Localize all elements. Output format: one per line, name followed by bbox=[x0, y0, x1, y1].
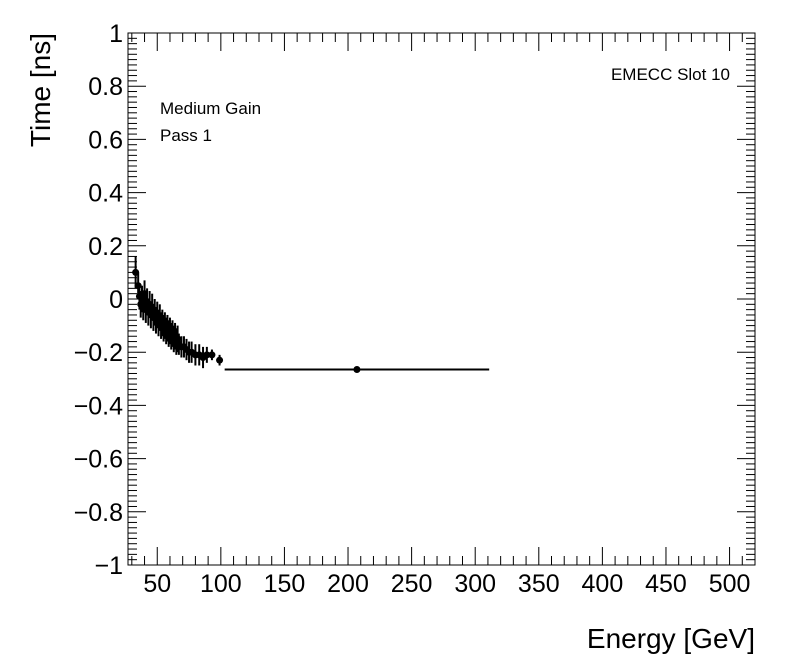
data-point bbox=[208, 349, 216, 361]
x-tick-label: 300 bbox=[454, 570, 496, 598]
y-tick-label: −0.2 bbox=[74, 339, 123, 367]
data-marker bbox=[216, 356, 224, 364]
x-tick-label: 150 bbox=[264, 570, 306, 598]
y-tick-label: 0 bbox=[109, 286, 123, 314]
x-tick-label: 250 bbox=[391, 570, 433, 598]
x-tick-label: 400 bbox=[582, 570, 624, 598]
x-tick-label: 500 bbox=[709, 570, 751, 598]
data-marker bbox=[134, 282, 142, 290]
data-point bbox=[216, 354, 224, 366]
x-tick-label: 50 bbox=[143, 570, 171, 598]
data-series bbox=[132, 256, 490, 373]
x-axis-title: Energy [GeV] bbox=[587, 623, 755, 654]
data-marker bbox=[208, 351, 216, 359]
annotation-pass: Pass 1 bbox=[160, 126, 212, 145]
y-tick-labels: −1 −0.8 −0.6 −0.4 −0.2 0 0.2 0.4 0.6 0.8 1 bbox=[74, 20, 123, 580]
y-tick-label: 0.2 bbox=[88, 233, 123, 261]
y-tick-label: 0.4 bbox=[88, 180, 123, 208]
annotation-gain: Medium Gain bbox=[160, 99, 261, 118]
data-point bbox=[203, 346, 211, 363]
y-tick-label: 1 bbox=[109, 20, 123, 48]
annotation-slot: EMECC Slot 10 bbox=[611, 65, 730, 84]
x-tick-label: 350 bbox=[518, 570, 560, 598]
y-tick-label: −0.8 bbox=[74, 499, 123, 527]
data-marker bbox=[203, 351, 211, 359]
x-tick-label: 450 bbox=[645, 570, 687, 598]
y-tick-label: −0.4 bbox=[74, 392, 123, 420]
y-axis-title: Time [ns] bbox=[25, 33, 56, 147]
y-tick-label: 0.8 bbox=[88, 73, 123, 101]
data-point bbox=[224, 365, 490, 373]
y-tick-label: −0.6 bbox=[74, 446, 123, 474]
y-tick-label: 0.6 bbox=[88, 126, 123, 154]
x-tick-label: 200 bbox=[327, 570, 369, 598]
x-tick-labels: 50 100 150 200 250 300 350 400 450 500 bbox=[143, 570, 750, 598]
axis-ticks bbox=[128, 32, 756, 566]
y-tick-label: −1 bbox=[94, 552, 123, 580]
data-marker bbox=[353, 365, 361, 373]
x-tick-label: 100 bbox=[200, 570, 242, 598]
